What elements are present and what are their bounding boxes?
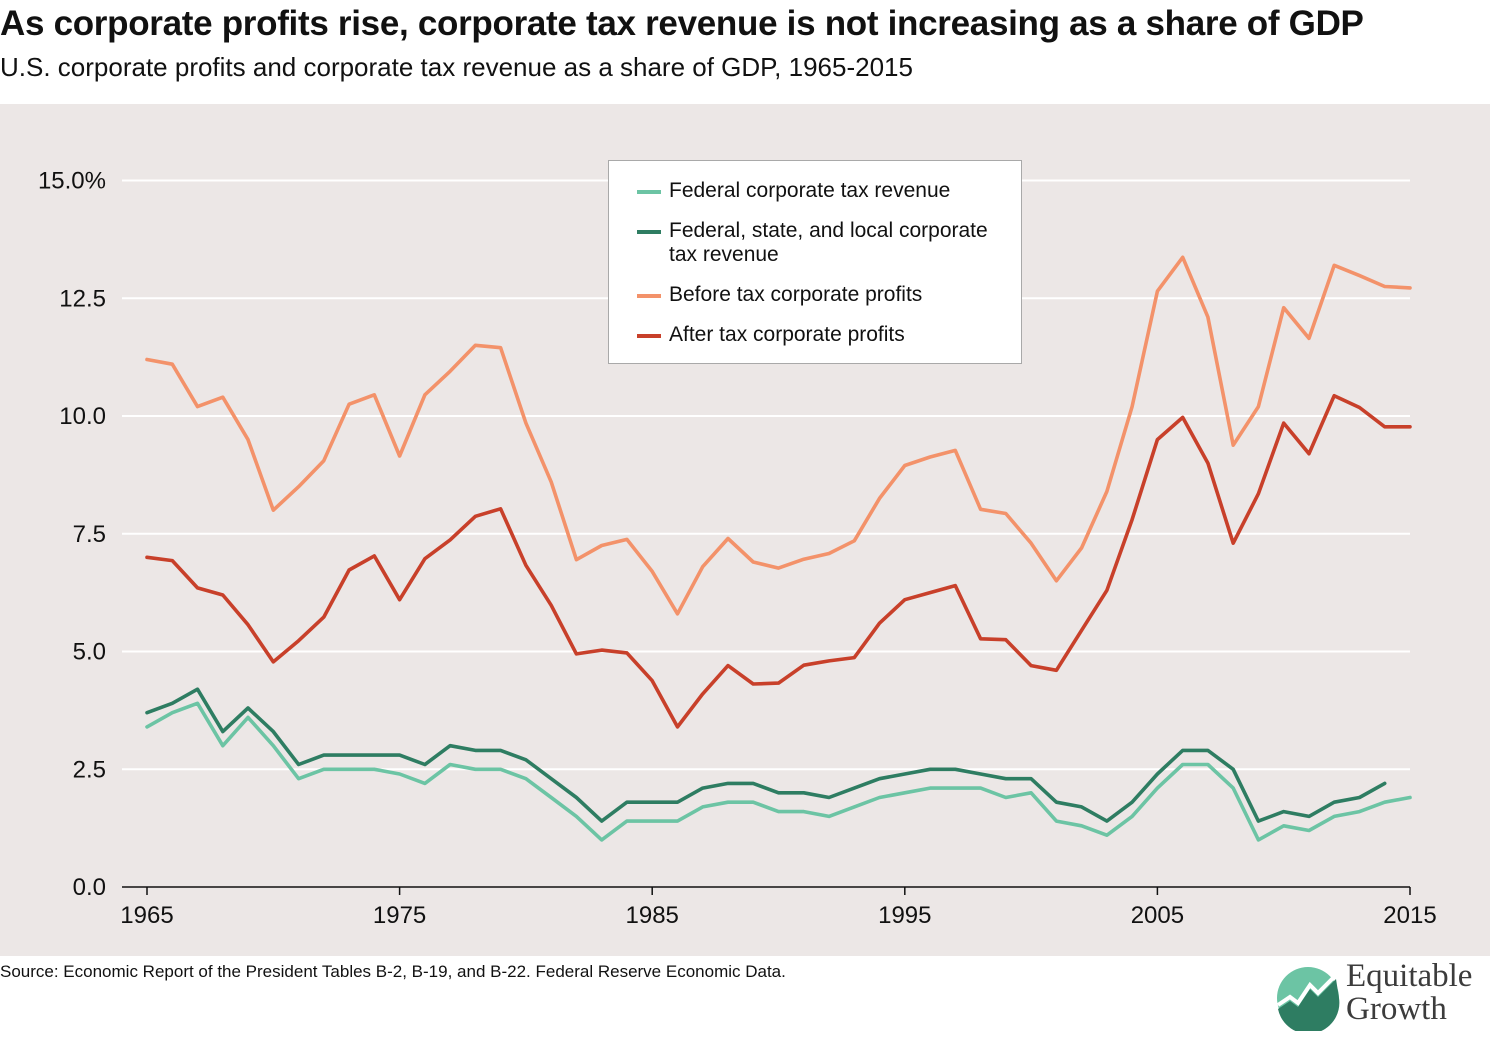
- legend-swatch: [637, 190, 661, 194]
- y-tick-label: 0.0: [73, 874, 106, 901]
- legend-label: Federal, state, and local corporate tax …: [669, 219, 988, 266]
- y-tick-label: 10.0: [59, 403, 106, 430]
- legend: Federal corporate tax revenue Federal, st…: [608, 160, 1022, 364]
- x-tick-label: 1985: [626, 902, 679, 929]
- logo-wordmark: Equitable Growth: [1346, 960, 1472, 1026]
- legend-item: Federal, state, and local corporate tax …: [637, 219, 999, 267]
- y-tick-labels: 0.0 2.5 5.0 7.5 10.0 12.5 15.0%: [38, 168, 106, 902]
- y-tick-label: 12.5: [59, 285, 106, 312]
- legend-item: After tax corporate profits: [637, 323, 999, 347]
- series-line-3: [145, 255, 1412, 616]
- legend-swatch: [637, 294, 661, 298]
- legend-item: Federal corporate tax revenue: [637, 179, 999, 203]
- line-chart: 0.02.55.07.510.012.515.0% 1965 1975 1985 19…: [38, 168, 1437, 930]
- y-tick-label: 2.5: [73, 756, 106, 783]
- chart-title: As corporate profits rise, corporate tax…: [0, 4, 1364, 43]
- logo-line-2: Growth: [1346, 991, 1447, 1027]
- y-tick-label: 15.0%: [38, 168, 106, 195]
- series-line-1: [145, 701, 1412, 842]
- legend-label: Federal corporate tax revenue: [669, 179, 951, 202]
- series-lines: [145, 255, 1412, 842]
- y-tick-label: 7.5: [73, 521, 106, 548]
- x-tick-label: 1975: [373, 902, 426, 929]
- x-tick-label: 2005: [1131, 902, 1184, 929]
- legend-label: After tax corporate profits: [669, 323, 905, 346]
- legend-label: Before tax corporate profits: [669, 283, 923, 306]
- source-note: Source: Economic Report of the President…: [0, 962, 786, 981]
- y-tick-label: 5.0: [73, 639, 106, 666]
- chart-subtitle: U.S. corporate profits and corporate tax…: [0, 52, 913, 82]
- x-tick-label: 2015: [1383, 902, 1436, 929]
- x-tick-label: 1965: [120, 902, 173, 929]
- logo-line-1: Equitable: [1346, 958, 1473, 994]
- legend-swatch: [637, 334, 661, 338]
- legend-item: Before tax corporate profits: [637, 283, 999, 307]
- x-tick-labels: 1965 1975 1985 1995 2005 2015: [120, 887, 1437, 929]
- equitable-growth-logo: Equitable Growth: [1276, 960, 1488, 1034]
- series-line-4: [145, 393, 1412, 729]
- legend-swatch: [637, 230, 661, 234]
- series-line-2: [145, 687, 1387, 823]
- x-tick-label: 1995: [878, 902, 931, 929]
- growth-chart-icon: [1276, 967, 1340, 1031]
